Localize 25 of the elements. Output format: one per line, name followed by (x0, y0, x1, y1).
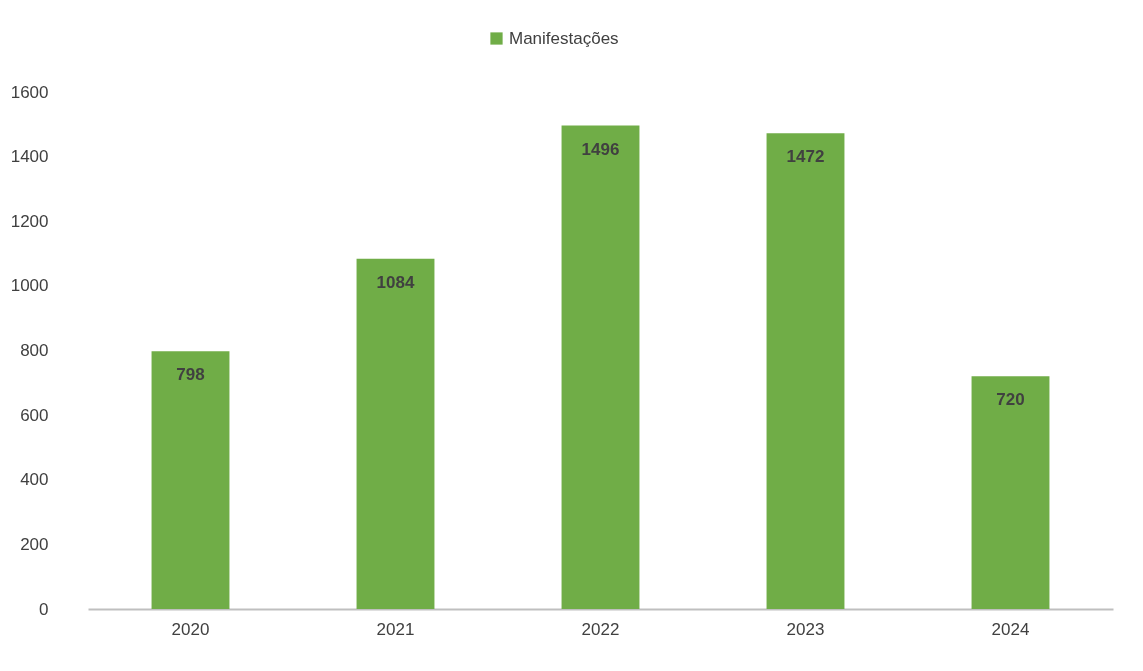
y-tick-label: 1600 (10, 82, 49, 102)
y-tick-label: 600 (20, 405, 49, 425)
bar (151, 351, 230, 609)
legend-label: Manifestações (509, 28, 619, 48)
y-tick-label: 0 (39, 599, 49, 619)
y-tick-label: 800 (20, 341, 49, 360)
bar (971, 376, 1050, 609)
bar (561, 125, 640, 609)
y-tick-label: 400 (20, 470, 49, 490)
bar (356, 258, 435, 609)
data-label: 1084 (376, 272, 415, 292)
bar (766, 133, 845, 609)
x-tick-label: 2022 (581, 619, 620, 639)
data-label: 1496 (581, 139, 620, 159)
y-tick-label: 1200 (10, 211, 49, 231)
y-tick-label: 1400 (10, 147, 49, 167)
x-tick-label: 2021 (376, 619, 415, 639)
y-tick-label: 200 (20, 534, 49, 554)
data-label: 1472 (786, 147, 825, 167)
x-tick-label: 2023 (786, 619, 825, 639)
data-label: 720 (996, 390, 1025, 410)
x-tick-label: 2024 (991, 619, 1030, 639)
x-tick-label: 2020 (171, 619, 210, 639)
y-tick-label: 1000 (10, 276, 49, 296)
data-label: 798 (176, 365, 205, 385)
